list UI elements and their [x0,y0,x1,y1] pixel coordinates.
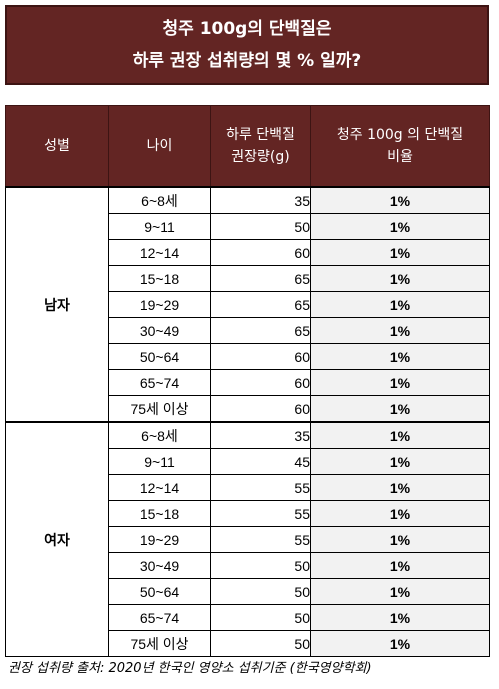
requirement-cell: 60 [210,369,311,396]
table-row: 65~74 50 1% [6,604,490,631]
age-cell: 19~29 [108,526,211,553]
ratio-cell: 1% [310,526,490,553]
table-header-row: 성별 나이 하루 단백질 권장량(g) 청주 100g 의 단백질 비율 [5,105,490,188]
protein-table: 성별 나이 하루 단백질 권장량(g) 청주 100g 의 단백질 비율 남자 6… [5,105,490,657]
table-row: 65~74 60 1% [6,369,490,396]
requirement-cell: 50 [210,552,311,579]
age-cell: 30~49 [108,552,211,579]
table-row: 75세 이상 50 1% [6,630,490,657]
ratio-cell: 1% [310,369,490,396]
ratio-cell: 1% [310,500,490,527]
age-cell: 15~18 [108,500,211,527]
table-row: 30~49 65 1% [6,317,490,344]
age-cell: 12~14 [108,239,211,266]
requirement-cell: 55 [210,526,311,553]
age-cell: 19~29 [108,291,211,318]
ratio-cell: 1% [310,578,490,605]
age-cell: 50~64 [108,343,211,370]
table-row: 9~11 45 1% [6,448,490,475]
requirement-cell: 50 [210,604,311,631]
ratio-cell: 1% [310,265,490,292]
age-cell: 30~49 [108,317,211,344]
table-row: 남자 6~8세 35 1% [5,186,490,423]
gender-cell: 남자 [5,186,109,423]
ratio-cell: 1% [310,552,490,579]
requirement-cell: 50 [210,578,311,605]
ratio-cell: 1% [310,239,490,266]
ratio-cell: 1% [310,317,490,344]
header-gender: 성별 [5,105,109,188]
age-cell: 6~8세 [108,186,211,214]
ratio-cell: 1% [310,213,490,240]
title-banner: 청주 100g의 단백질은 하루 권장 섭취량의 몇 % 일까? [5,5,489,85]
table-row: 50~64 60 1% [6,343,490,370]
requirement-cell: 35 [210,186,311,214]
age-cell: 15~18 [108,265,211,292]
requirement-cell: 60 [210,239,311,266]
requirement-cell: 65 [210,291,311,318]
ratio-cell: 1% [310,448,490,475]
requirement-cell: 65 [210,317,311,344]
title-line-1: 청주 100g의 단백질은 [162,19,332,39]
age-cell: 9~11 [108,448,211,475]
requirement-cell: 55 [210,500,311,527]
ratio-cell: 1% [310,630,490,657]
source-note: 권장 섭취량 출처: 2020년 한국인 영양소 섭취기준 (한국영양학회) [8,661,372,676]
ratio-cell: 1% [310,395,490,423]
age-cell: 65~74 [108,604,211,631]
header-ratio-line-1: 청주 100g 의 단백질 [336,127,464,143]
ratio-cell: 1% [310,186,490,214]
age-cell: 75세 이상 [108,630,211,657]
table-row: 19~29 65 1% [6,291,490,318]
table-row: 여자 6~8세 35 1% [5,421,490,657]
age-cell: 12~14 [108,474,211,501]
header-ratio-line-2: 비율 [387,149,413,165]
ratio-cell: 1% [310,474,490,501]
requirement-cell: 65 [210,265,311,292]
requirement-cell: 60 [210,395,311,423]
header-ratio: 청주 100g 의 단백질 비율 [310,105,490,188]
requirement-cell: 45 [210,448,311,475]
age-cell: 75세 이상 [108,395,211,423]
requirement-cell: 55 [210,474,311,501]
requirement-cell: 60 [210,343,311,370]
ratio-cell: 1% [310,604,490,631]
header-requirement: 하루 단백질 권장량(g) [210,105,311,188]
header-requirement-line-1: 하루 단백질 [226,127,295,143]
table-row: 30~49 50 1% [6,552,490,579]
age-cell: 9~11 [108,213,211,240]
title-line-2: 하루 권장 섭취량의 몇 % 일까? [132,51,362,71]
ratio-cell: 1% [310,421,490,449]
requirement-cell: 50 [210,630,311,657]
requirement-cell: 50 [210,213,311,240]
table-row: 9~11 50 1% [6,213,490,240]
ratio-cell: 1% [310,291,490,318]
table-body: 남자 6~8세 35 1% 9~11 50 1% 12~14 60 1% 15~18 65 1% 19~2… [5,186,490,657]
ratio-cell: 1% [310,343,490,370]
age-cell: 65~74 [108,369,211,396]
table-row: 12~14 60 1% [6,239,490,266]
header-requirement-line-2: 권장량(g) [231,149,290,165]
table-row: 15~18 65 1% [6,265,490,292]
age-cell: 6~8세 [108,421,211,449]
requirement-cell: 35 [210,421,311,449]
header-age: 나이 [108,105,211,188]
gender-cell: 여자 [5,421,109,657]
age-cell: 50~64 [108,578,211,605]
